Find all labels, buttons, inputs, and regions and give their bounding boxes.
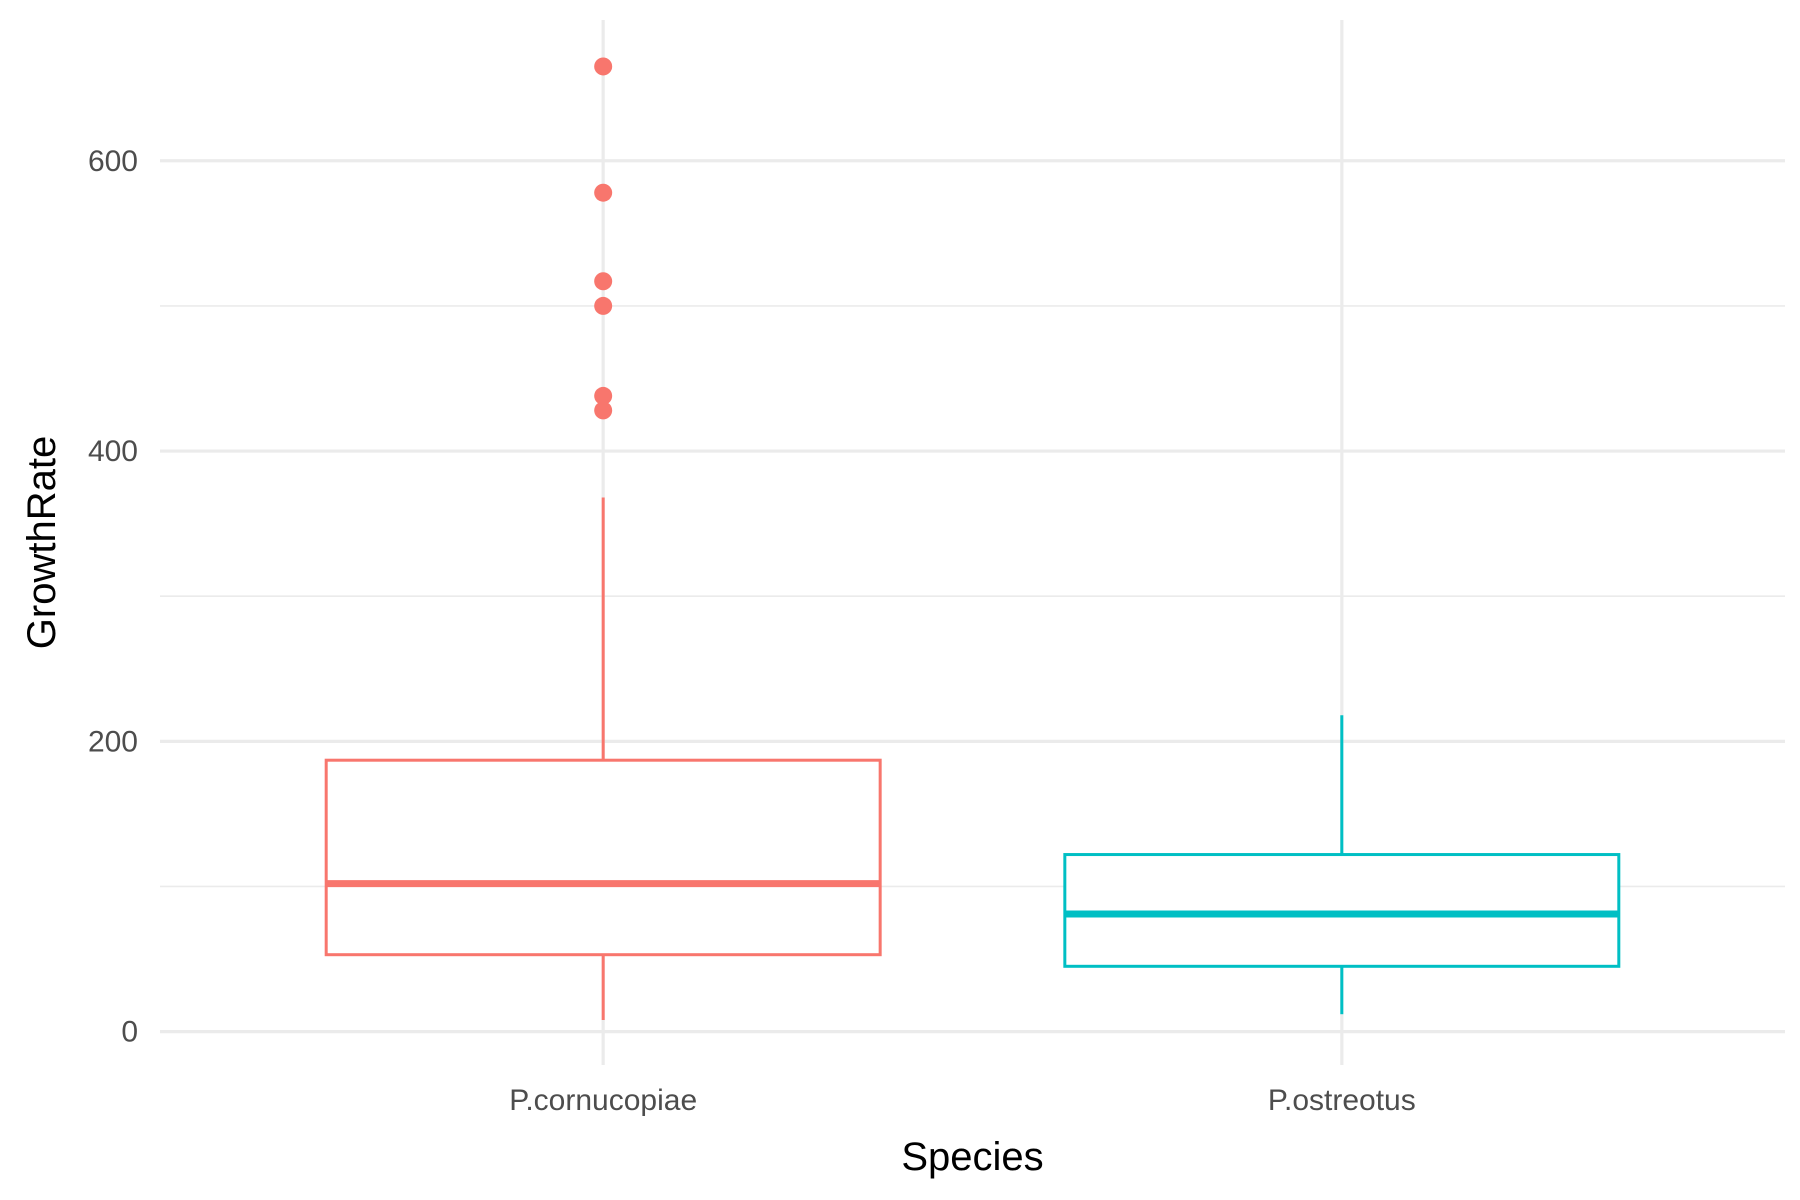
outlier-point (594, 272, 613, 291)
y-tick-label: 400 (88, 435, 138, 468)
y-tick-label: 0 (121, 1016, 138, 1049)
outlier-point (594, 183, 613, 202)
marks-layer (324, 57, 1621, 1021)
box-group (324, 57, 882, 1021)
tick-labels: 0 200 400 600 P.cornucopiae P.ostreotus (88, 145, 1416, 1117)
outlier-point (594, 296, 613, 315)
box-iqr (1063, 853, 1621, 968)
x-tick-label: P.cornucopiae (509, 1084, 697, 1117)
outlier-point (594, 401, 613, 420)
y-axis-title: GrowthRate (20, 436, 64, 649)
y-tick-label: 600 (88, 145, 138, 178)
grid-layer (160, 20, 1785, 1065)
box-group (1063, 715, 1621, 1015)
box-iqr (324, 758, 882, 957)
x-tick-label: P.ostreotus (1268, 1084, 1416, 1117)
outlier-point (594, 57, 613, 76)
outlier-point (594, 386, 613, 405)
y-tick-label: 200 (88, 725, 138, 758)
x-axis-title: Species (901, 1135, 1043, 1179)
